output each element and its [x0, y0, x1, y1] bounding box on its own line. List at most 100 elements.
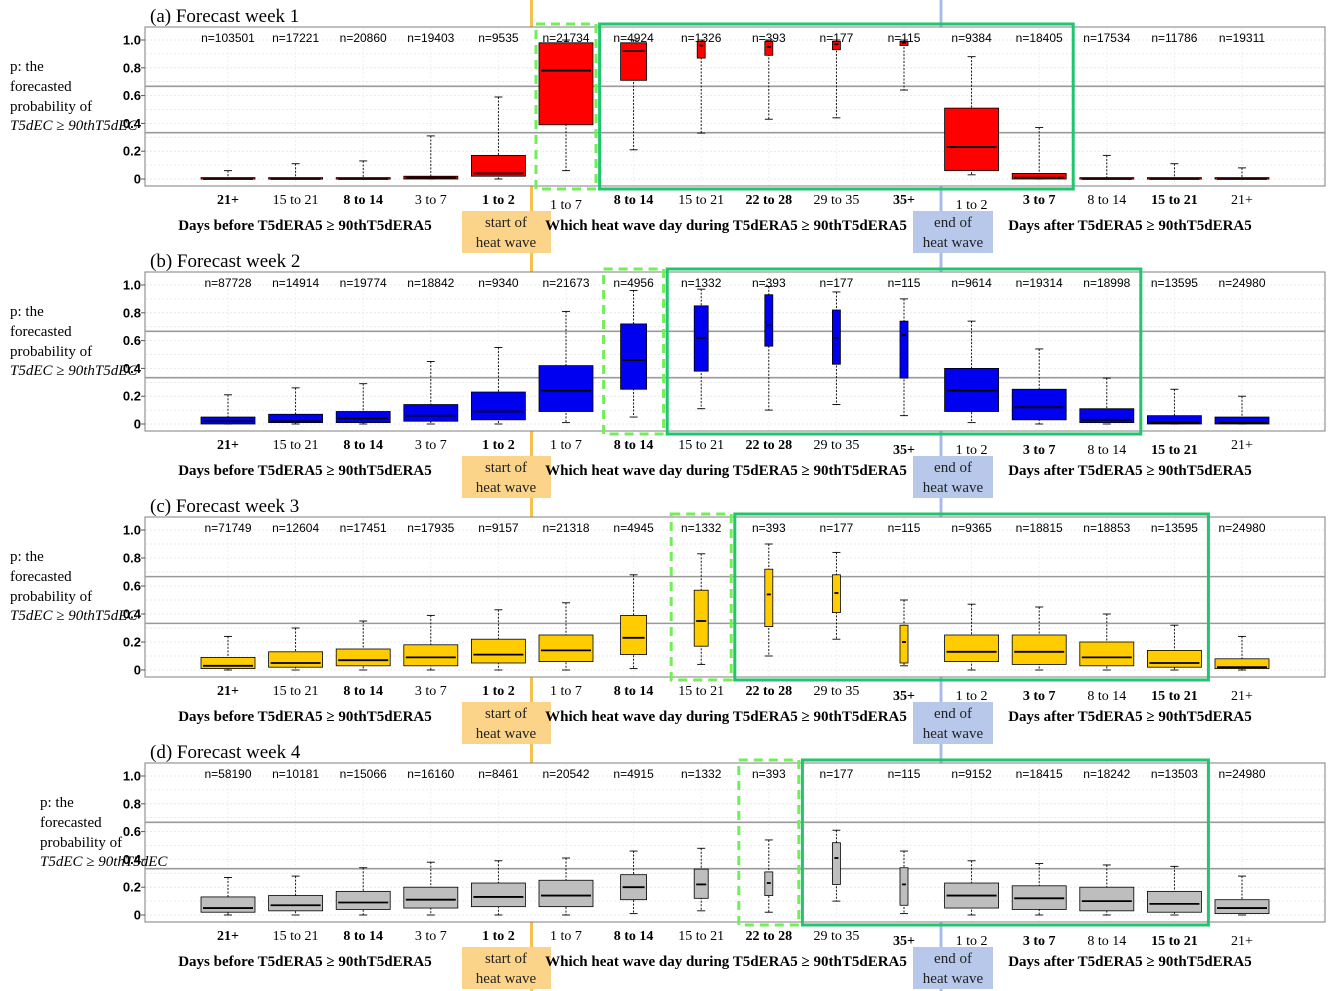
end-marker-text: heat wave [923, 480, 984, 496]
x-tick-label: 21+ [217, 929, 239, 944]
y-tick-label: 0.6 [123, 824, 141, 839]
box-12 [944, 56, 999, 176]
x-tick-label: 3 to 7 [1023, 193, 1056, 208]
box-3 [335, 383, 391, 425]
sample-count-label: n=18998 [1083, 276, 1130, 290]
x-tick-label: 3 to 7 [415, 193, 447, 208]
x-tick-label: 1 to 2 [482, 684, 515, 699]
sample-count-label: n=13595 [1151, 521, 1198, 535]
x-tick-label: 21+ [1231, 934, 1253, 949]
y-axis-label-line: forecasted [10, 79, 72, 95]
sample-count-label: n=1332 [681, 767, 722, 781]
x-tick-label: 8 to 14 [614, 684, 654, 699]
box-body [620, 42, 647, 81]
box-body [403, 404, 459, 422]
box-body [470, 882, 526, 908]
x-tick-label: 8 to 14 [1087, 934, 1126, 949]
x-tick-label: 35+ [893, 443, 915, 458]
x-tick-label: 21+ [1231, 438, 1253, 453]
group-label-before: Days before T5dERA5 ≥ 90thT5dERA5 [178, 709, 432, 725]
x-tick-label: 15 to 21 [1151, 443, 1198, 458]
highlight-dashed-box [737, 758, 801, 927]
x-tick-label: 15 to 21 [1151, 934, 1198, 949]
box-3 [335, 620, 391, 671]
sample-count-label: n=115 [888, 767, 921, 781]
sample-count-label: n=1332 [681, 276, 722, 290]
start-marker-text: start of [485, 951, 527, 967]
x-tick-label: 35+ [893, 193, 915, 208]
x-tick-label: 15 to 21 [678, 929, 724, 944]
sample-count-label: n=115 [888, 276, 921, 290]
sample-count-label: n=13503 [1151, 767, 1198, 781]
box-13 [1011, 348, 1067, 425]
box-body [832, 40, 841, 51]
sample-count-label: n=1326 [681, 31, 722, 45]
sample-count-label: n=14914 [272, 276, 319, 290]
x-tick-label: 8 to 14 [614, 193, 654, 208]
x-tick-label: 8 to 14 [343, 193, 383, 208]
sample-count-label: n=21734 [542, 31, 589, 45]
y-tick-label: 1.0 [123, 523, 141, 538]
group-label-after: Days after T5dERA5 ≥ 90thT5dERA5 [1008, 709, 1252, 725]
start-heat-wave-marker [462, 947, 551, 989]
sample-count-label: n=12604 [272, 521, 319, 535]
x-tick-label: 15 to 21 [1151, 689, 1198, 704]
y-tick-label: 0.4 [123, 361, 142, 376]
box-15 [1147, 624, 1202, 671]
box-16 [1214, 167, 1270, 180]
highlight-solid-box [800, 758, 1210, 927]
box-10 [832, 291, 841, 405]
start-marker-text: start of [485, 706, 527, 722]
box-6 [538, 39, 594, 172]
x-tick-label: 22 to 28 [745, 684, 792, 699]
x-tick-label: 1 to 2 [482, 929, 515, 944]
plot-frame [144, 271, 1326, 432]
sample-count-label: n=393 [752, 521, 786, 535]
start-marker-text: heat wave [476, 726, 537, 742]
sample-count-label: n=103501 [201, 31, 255, 45]
y-tick-label: 0.4 [123, 116, 142, 131]
box-body [764, 568, 774, 628]
sample-count-label: n=16160 [407, 767, 454, 781]
group-label-before: Days before T5dERA5 ≥ 90thT5dERA5 [178, 463, 432, 479]
box-body [620, 323, 647, 390]
x-tick-label: 3 to 7 [415, 438, 447, 453]
end-marker-text: heat wave [923, 726, 984, 742]
sample-count-label: n=24980 [1218, 767, 1265, 781]
sample-count-label: n=115 [888, 31, 921, 45]
x-tick-label: 29 to 35 [813, 929, 859, 944]
box-13 [1011, 127, 1067, 180]
box-body [764, 40, 774, 56]
x-tick-label: 3 to 7 [1023, 689, 1056, 704]
x-tick-label: 22 to 28 [745, 193, 792, 208]
sample-count-label: n=9340 [478, 276, 519, 290]
sample-count-label: n=15066 [340, 767, 387, 781]
sample-count-label: n=20542 [542, 767, 589, 781]
x-tick-label: 21+ [217, 684, 239, 699]
x-tick-label: 8 to 14 [343, 929, 383, 944]
box-16 [1214, 635, 1270, 671]
x-tick-label: 21+ [217, 438, 239, 453]
box-body [200, 657, 256, 670]
box-12 [944, 320, 999, 424]
x-tick-label: 8 to 14 [1087, 689, 1126, 704]
x-tick-label: 15 to 21 [273, 438, 319, 453]
x-tick-label: 1 to 7 [550, 929, 582, 944]
box-body [1147, 890, 1202, 913]
box-13 [1011, 863, 1067, 916]
box-2 [268, 875, 324, 916]
sample-count-label: n=11786 [1151, 31, 1197, 45]
end-heat-wave-marker [913, 702, 993, 744]
y-tick-label: 0.2 [123, 389, 141, 404]
highlight-dashed-box [534, 22, 598, 191]
box-body [693, 589, 709, 647]
sample-count-label: n=19314 [1016, 276, 1063, 290]
box-13 [1011, 606, 1067, 671]
panel-title: (d) Forecast week 4 [150, 742, 301, 763]
x-tick-label: 35+ [893, 689, 915, 704]
y-tick-label: 0.8 [123, 551, 141, 566]
x-tick-label: 1 to 2 [956, 934, 988, 949]
highlight-dashed-box [669, 512, 733, 682]
box-11 [899, 298, 909, 417]
x-tick-label: 3 to 7 [415, 929, 447, 944]
